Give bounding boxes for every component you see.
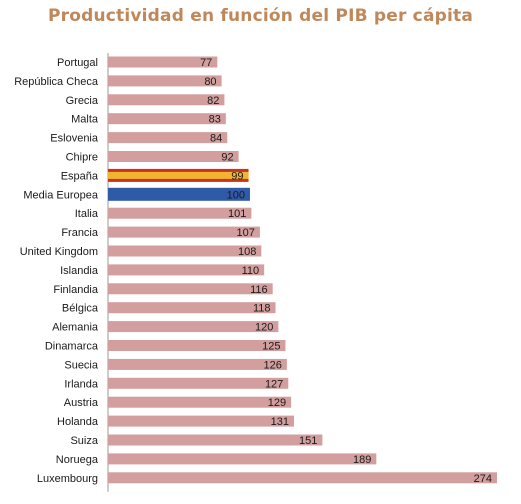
bar-chipre [108, 151, 239, 162]
value-label-dinamarca: 125 [262, 341, 280, 353]
value-label-grecia: 82 [207, 95, 219, 107]
bar-luxembourg [108, 472, 497, 484]
category-label-republica-checa: República Checa [14, 76, 99, 88]
value-label-italia: 101 [228, 208, 246, 220]
bar-media-europea [108, 187, 250, 201]
bar-malta [108, 113, 226, 125]
bar-holanda [108, 415, 294, 427]
value-label-alemania: 120 [255, 322, 273, 334]
chart-title: Productividad en función del PIB per cáp… [47, 6, 474, 26]
bar-francia [108, 226, 260, 238]
category-label-malta: Malta [71, 114, 99, 126]
value-label-francia: 107 [237, 227, 255, 239]
category-label-irlanda: Irlanda [64, 378, 99, 390]
bar-grecia [108, 94, 225, 106]
value-label-irlanda: 127 [265, 378, 283, 390]
bar-islandia [108, 264, 265, 276]
bar-noruega [108, 453, 377, 465]
category-label-chipre: Chipre [66, 152, 98, 164]
bar-suecia [108, 358, 287, 370]
value-label-republica-checa: 80 [204, 76, 216, 88]
value-label-luxembourg: 274 [474, 473, 492, 485]
category-label-grecia: Grecia [66, 95, 99, 107]
bar-suiza [108, 434, 323, 446]
value-label-chipre: 92 [221, 152, 233, 164]
value-label-holanda: 131 [271, 416, 289, 428]
category-label-italia: Italia [75, 208, 99, 220]
value-label-espana: 99 [231, 170, 243, 182]
bar-espana [108, 168, 249, 182]
category-label-media-europea: Media Europea [23, 189, 98, 201]
category-label-luxembourg: Luxembourg [37, 473, 98, 485]
value-label-malta: 83 [209, 114, 221, 126]
value-label-media-europea: 100 [227, 189, 245, 201]
bar-finlandia [108, 283, 273, 295]
category-label-austria: Austria [64, 397, 99, 409]
bar-irlanda [108, 377, 289, 389]
bar-italia [108, 207, 252, 219]
value-label-suiza: 151 [299, 435, 317, 447]
value-label-finlandia: 116 [250, 284, 268, 296]
category-label-portugal: Portugal [57, 57, 98, 69]
category-label-espana: España [61, 170, 99, 182]
bar-eslovenia [108, 132, 228, 144]
value-label-austria: 129 [268, 397, 286, 409]
category-label-suiza: Suiza [70, 435, 98, 447]
category-label-belgica: Bélgica [62, 303, 99, 315]
category-label-francia: Francia [61, 227, 99, 239]
bar-united-kingdom [108, 245, 262, 257]
bar-belgica [108, 302, 276, 314]
bar-austria [108, 396, 292, 408]
value-label-noruega: 189 [353, 454, 371, 466]
category-label-noruega: Noruega [56, 454, 99, 466]
category-label-alemania: Alemania [52, 322, 99, 334]
value-label-suecia: 126 [264, 359, 282, 371]
category-label-suecia: Suecia [64, 359, 99, 371]
bar-alemania [108, 321, 279, 333]
bar-republica-checa [108, 75, 222, 87]
value-label-portugal: 77 [200, 57, 212, 69]
category-label-united-kingdom: United Kingdom [20, 246, 98, 258]
value-label-belgica: 118 [253, 303, 271, 315]
bar-portugal [108, 56, 218, 68]
category-label-dinamarca: Dinamarca [45, 341, 99, 353]
category-label-eslovenia: Eslovenia [50, 133, 99, 145]
value-label-islandia: 110 [242, 265, 260, 277]
category-label-holanda: Holanda [57, 416, 99, 428]
category-label-finlandia: Finlandia [53, 284, 99, 296]
value-label-united-kingdom: 108 [238, 246, 256, 258]
category-label-islandia: Islandia [60, 265, 99, 277]
bar-dinamarca [108, 340, 286, 351]
value-label-eslovenia: 84 [210, 133, 222, 145]
